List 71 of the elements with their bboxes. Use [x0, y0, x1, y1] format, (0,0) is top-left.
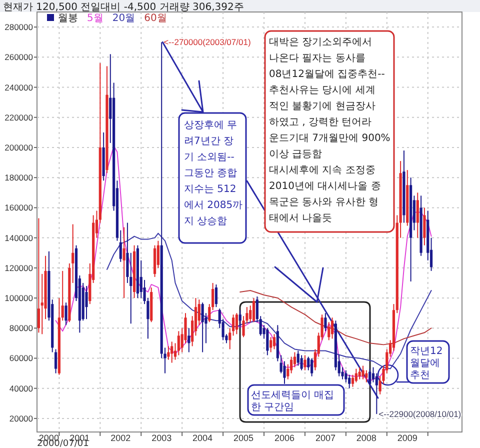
- y-tick-label: 80000: [9, 323, 34, 334]
- y-tick-label: 20000: [9, 413, 34, 424]
- candlestick: [300, 354, 303, 371]
- candlestick: [344, 370, 348, 383]
- candlestick: [214, 284, 218, 308]
- x-tick-label: 2009: [397, 433, 418, 443]
- text: 2000/07/01: [37, 439, 89, 448]
- x-tick-label: 2005: [234, 433, 254, 443]
- y-tick-label: 220000: [4, 112, 34, 122]
- y-tick-label: 200000: [4, 142, 34, 152]
- candlestick: [266, 328, 269, 356]
- candlestick: [365, 370, 368, 383]
- x-tick-label: 2002: [110, 433, 131, 443]
- y-tick-label: 160000: [4, 202, 34, 213]
- candlestick: [167, 346, 170, 360]
- candlestick: [416, 192, 419, 238]
- candlestick: [252, 298, 256, 323]
- x-tick-label: 2003: [152, 433, 172, 443]
- legend-label: 월봉: [58, 13, 78, 24]
- candlestick: [238, 310, 242, 329]
- x-tick-label: 2008: [356, 433, 376, 443]
- candlestick: [362, 365, 364, 380]
- y-tick-label: 40000: [9, 383, 34, 394]
- candlestick: [328, 322, 330, 341]
- candlestick: [188, 328, 190, 353]
- candlestick: [64, 302, 68, 326]
- annotation: 작년12 월달에 추천: [410, 346, 443, 381]
- candlestick: [375, 372, 378, 415]
- candlestick: [304, 354, 306, 371]
- candlestick: [40, 273, 44, 335]
- candlestick: [330, 317, 334, 340]
- candlestick: [348, 374, 351, 389]
- candlestick: [296, 350, 300, 366]
- annotation: <--22900(2008/10/01): [378, 409, 462, 420]
- y-tick-label: 280000: [4, 22, 34, 32]
- annotation: 상장후에 무 려7년간 장 기 소외됨-- 그동안 종합 지수는 512 에서 2085까 지 상승함: [184, 120, 243, 227]
- candlestick: [358, 366, 361, 380]
- x-tick-label: 2007: [315, 433, 336, 443]
- candlestick: [54, 348, 58, 374]
- x-tick-label: 2006: [274, 433, 295, 443]
- annotation: 선도세력들이 매집 한 구간임: [251, 390, 334, 413]
- y-tick-label: 240000: [4, 82, 34, 92]
- y-tick-label: 100000: [4, 293, 34, 304]
- legend: 월봉 5월 20월 60월: [47, 13, 167, 24]
- candlestick: [270, 336, 272, 353]
- y-tick-label: 140000: [4, 232, 34, 243]
- candlestick: [310, 358, 314, 377]
- candlestick: [201, 302, 204, 353]
- x-tick-label: 2004: [192, 433, 213, 443]
- y-tick-label: 60000: [9, 353, 34, 364]
- candlestick: [249, 305, 252, 323]
- candlestick: [324, 312, 327, 332]
- y-tick-label: 120000: [4, 262, 34, 273]
- candlestick: [170, 341, 174, 364]
- candlestick: [354, 368, 358, 383]
- candlestick: [235, 312, 238, 335]
- candlestick: [307, 356, 310, 371]
- candlestick: [368, 368, 372, 386]
- candlestick: [85, 285, 88, 320]
- text: 대박은 장기소외주에서 나온다 필자는 동사를 08년12월달에 집중추천-- 추천사유는 당시에 세계 적인 불황기에 현금장사 하였고 , 강력한 턴어라 운드기대 7개월만에 900% 이상 급등함 대시세후에 지속 조정중 2010년에 대시세나올 종 목군은 동사와 유사한 형 태에서 나올듯: [269, 37, 390, 224]
- candlestick: [122, 226, 126, 299]
- annotation: <--270000(2003/07/01): [164, 37, 251, 48]
- candlestick: [37, 218, 40, 334]
- chart-title: 현재가 120,500 전일대비 -4,500 거래량 306,392주: [3, 2, 244, 13]
- candlestick: [423, 207, 426, 246]
- candlestick: [177, 330, 180, 356]
- candlestick: [286, 364, 290, 380]
- y-tick-label: 260000: [4, 52, 34, 62]
- candlestick: [72, 224, 74, 284]
- y-tick-label: 180000: [4, 172, 34, 183]
- candlestick: [272, 334, 276, 350]
